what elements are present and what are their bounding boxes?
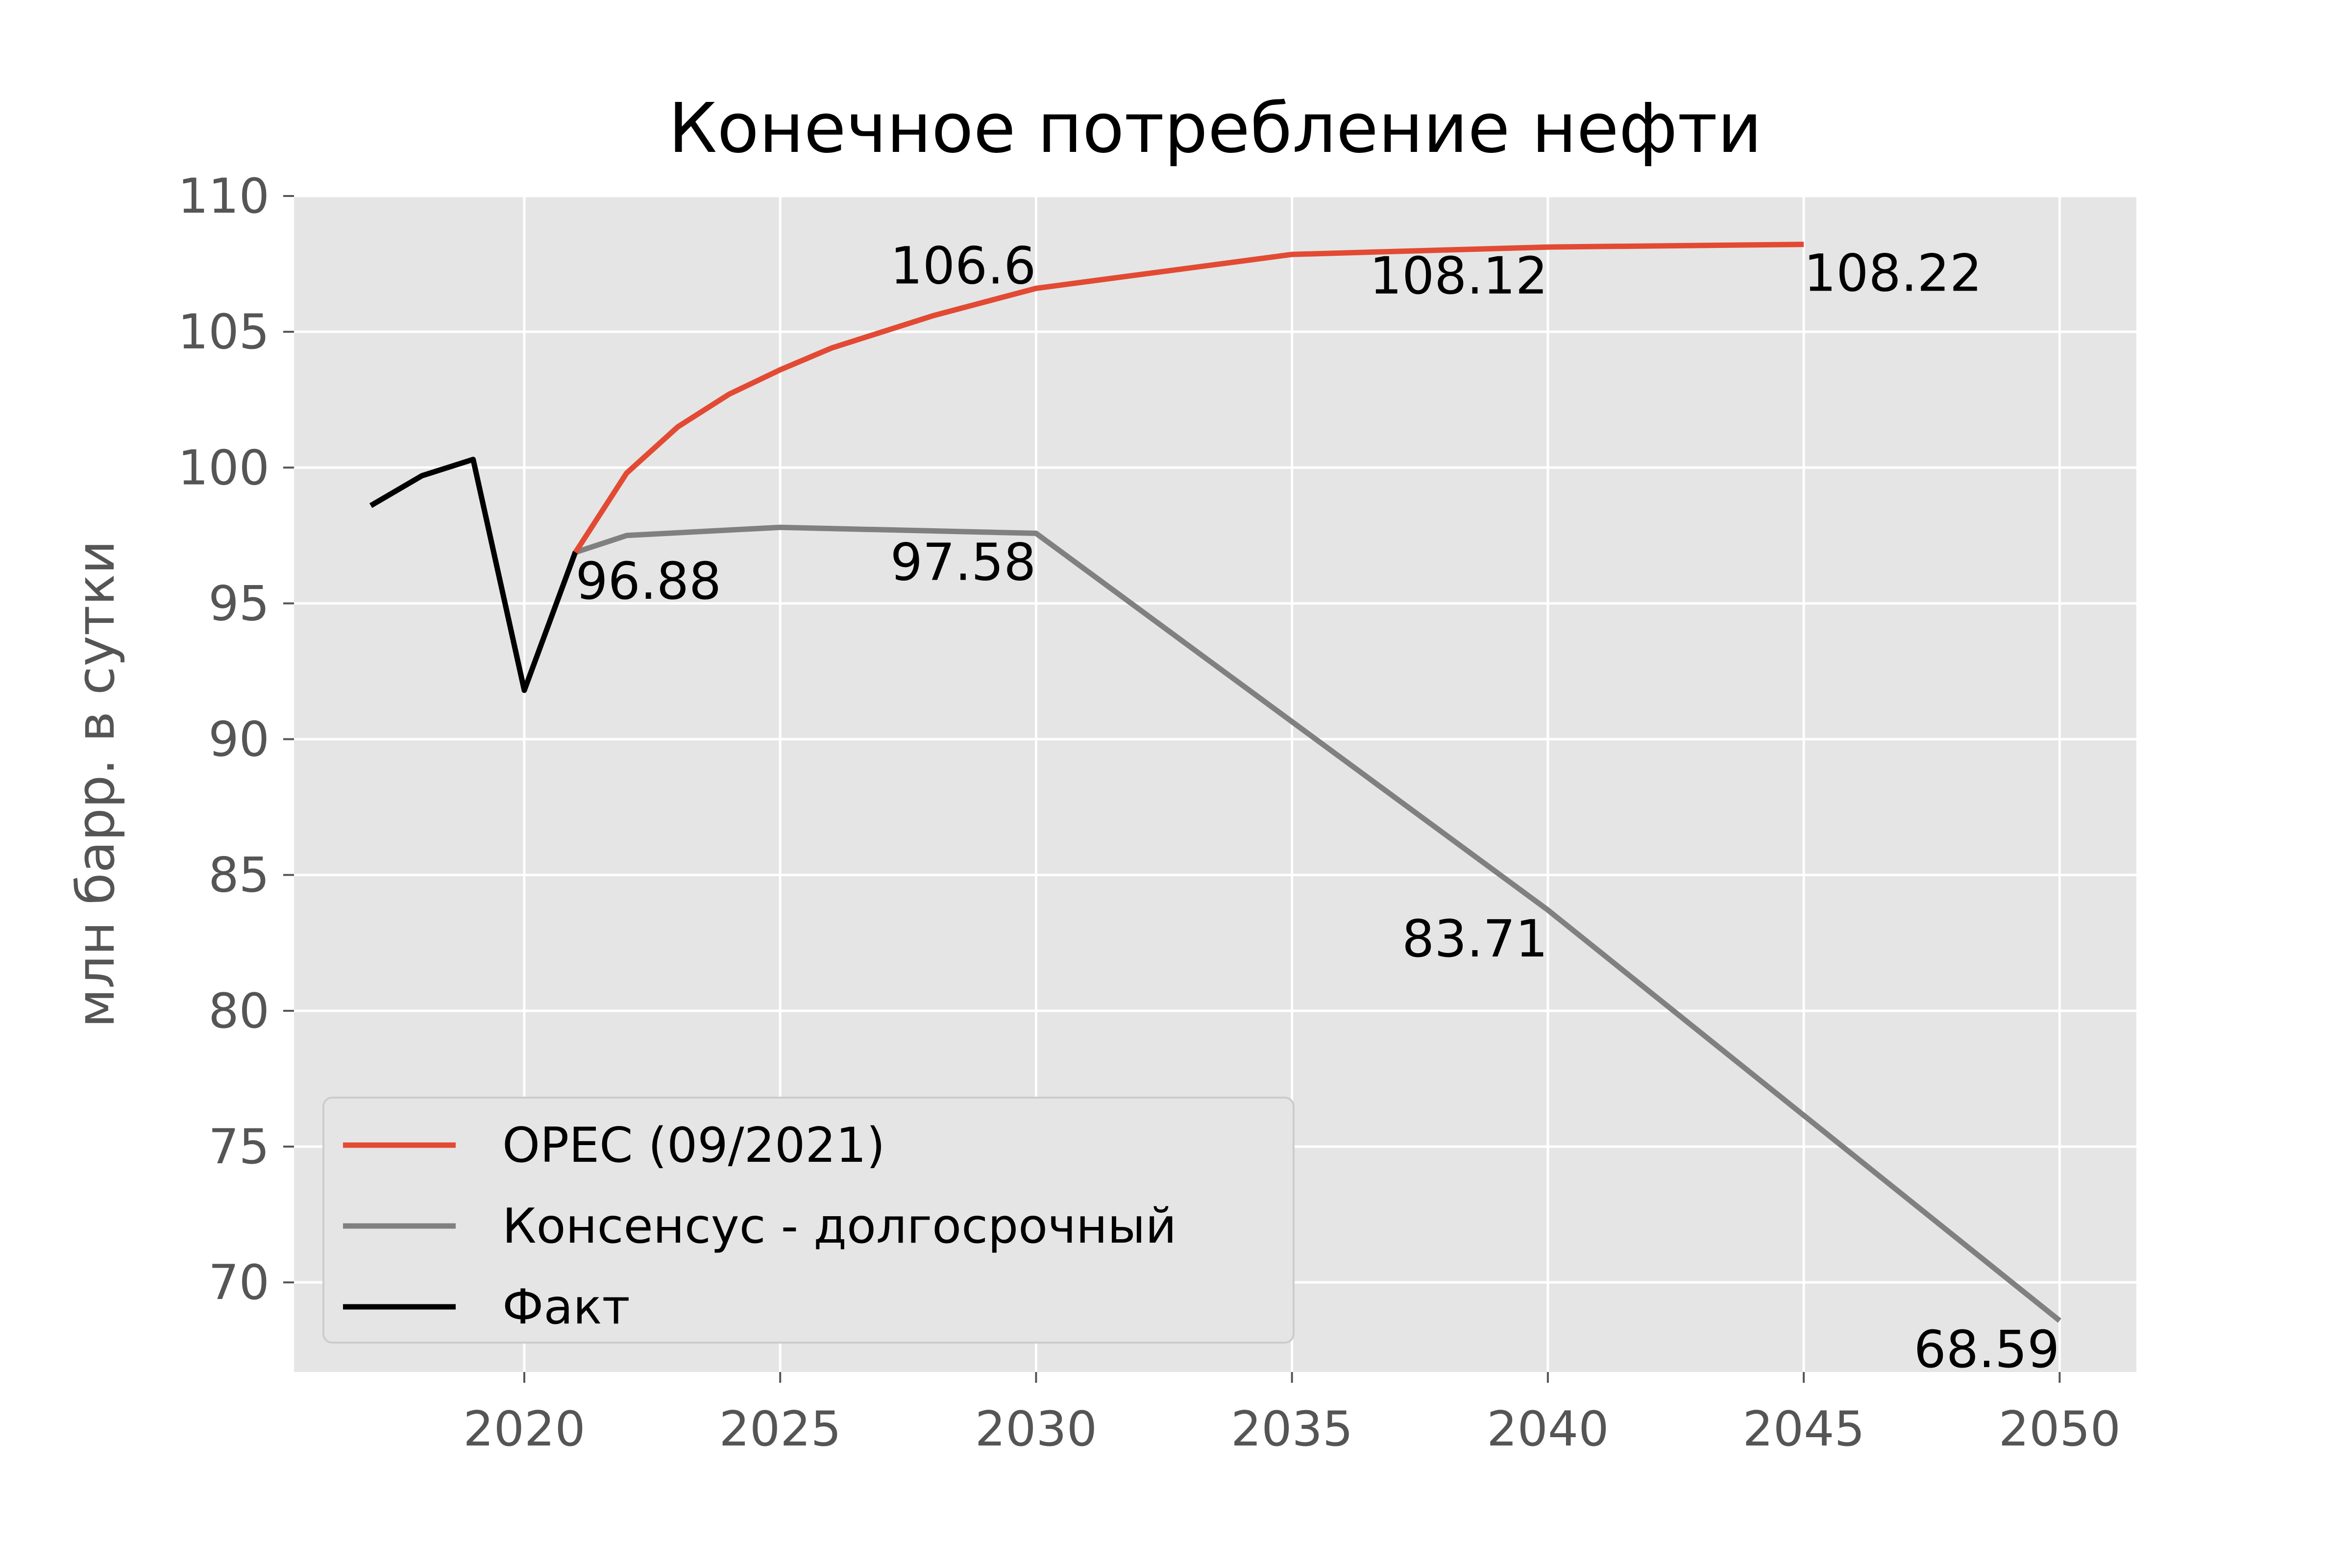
chart-title: Конечное потребление нефти [668, 89, 1762, 169]
y-tick-label: 85 [208, 848, 270, 904]
annotations: 96.88 106.6 97.58 108.12 108.22 83.71 68.59 [575, 236, 2059, 1379]
y-tick-label: 95 [208, 576, 270, 632]
y-tick-label: 110 [178, 169, 270, 224]
y-axis-label: млн барр. в сутки [66, 540, 126, 1028]
y-tick-label: 100 [178, 440, 270, 496]
y-tick-label: 105 [178, 304, 270, 360]
y-axis: 70 75 80 85 90 95 100 105 110 [178, 169, 294, 1311]
x-axis: 2020 2025 2030 2035 2040 2045 2050 [463, 1372, 2121, 1457]
x-tick-label: 2035 [1231, 1401, 1353, 1457]
legend-box [322, 1097, 1295, 1344]
legend: OPEC (09/2021) Консенсус - долгосрочный Фа… [322, 1097, 1295, 1344]
data-label: 108.12 [1370, 246, 1548, 306]
x-tick-label: 2040 [1487, 1401, 1609, 1457]
data-label: 68.59 [1914, 1320, 2060, 1379]
data-label: 83.71 [1402, 909, 1548, 969]
legend-label: OPEC (09/2021) [502, 1118, 885, 1174]
x-tick-label: 2045 [1742, 1401, 1864, 1457]
series-layer [369, 242, 2061, 1323]
series-line-1 [573, 242, 1804, 554]
y-tick-label: 80 [208, 983, 270, 1039]
data-label: 96.88 [575, 551, 721, 611]
data-label: 97.58 [890, 532, 1036, 592]
series-line-3 [369, 457, 578, 693]
legend-label: Факт [502, 1279, 630, 1335]
y-tick-label: 70 [208, 1255, 270, 1311]
x-tick-label: 2025 [719, 1401, 841, 1457]
data-label: 106.6 [890, 236, 1036, 295]
x-tick-label: 2030 [975, 1401, 1097, 1457]
x-tick-label: 2050 [1999, 1401, 2121, 1457]
data-label: 108.22 [1804, 244, 1982, 303]
y-tick-label: 75 [208, 1119, 270, 1175]
y-tick-label: 90 [208, 712, 270, 768]
x-tick-label: 2020 [463, 1401, 585, 1457]
legend-label: Консенсус - долгосрочный [502, 1199, 1176, 1254]
series-line-2 [574, 524, 2061, 1323]
